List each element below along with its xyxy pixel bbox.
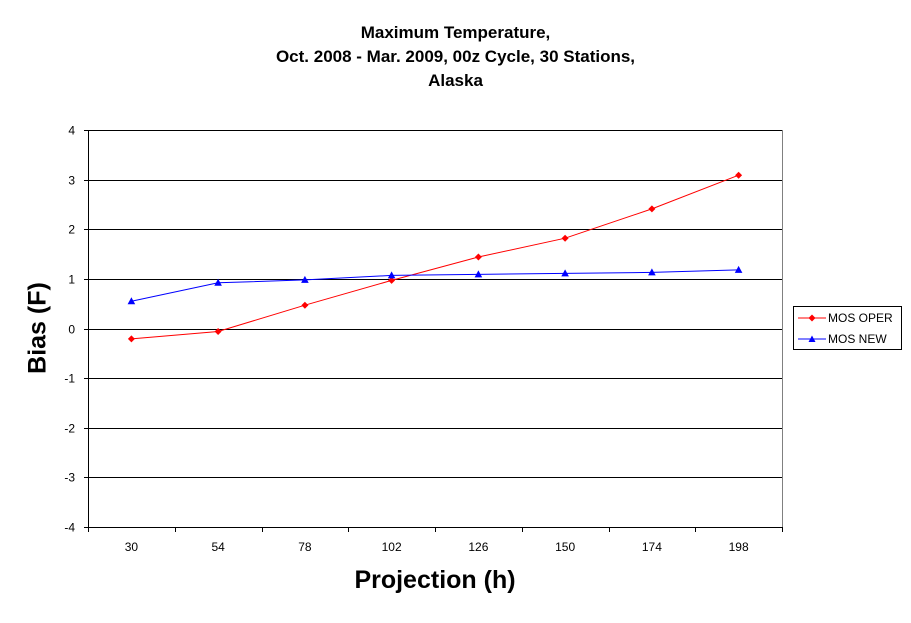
y-tick-label-4: 0 <box>68 323 75 337</box>
x-axis-label: Projection (h) <box>354 566 516 594</box>
y-tick-label-5: -1 <box>64 372 75 386</box>
chart-title-line-1: Maximum Temperature, <box>360 23 551 42</box>
y-tick-label-6: -2 <box>64 422 75 436</box>
chart-title-line-2: Oct. 2008 - Mar. 2009, 00z Cycle, 30 Sta… <box>275 47 636 66</box>
chart-title-line-3: Alaska <box>428 71 483 90</box>
x-tick-label-3: 102 <box>382 540 402 554</box>
y-tick-label-8: -4 <box>64 521 75 535</box>
data-point-mos-new-150 <box>561 269 569 277</box>
data-point-mos-oper-78 <box>301 301 309 309</box>
legend-label-mos-oper: MOS OPER <box>828 311 893 325</box>
legend-item-mos-oper: MOS OPER <box>794 308 901 328</box>
y-axis-label: Bias (F) <box>23 282 52 374</box>
y-tick-label-1: 3 <box>68 174 75 188</box>
data-point-mos-new-30 <box>127 297 136 305</box>
data-point-mos-new-174 <box>648 268 656 276</box>
x-tick-label-5: 150 <box>555 540 575 554</box>
data-point-mos-oper-198 <box>735 171 743 179</box>
series-line-mos-new <box>131 269 739 302</box>
data-point-mos-oper-126 <box>474 253 482 261</box>
y-tick-label-7: -3 <box>64 471 75 485</box>
data-point-mos-new-78 <box>301 275 309 283</box>
x-tick-label-4: 126 <box>468 540 488 554</box>
data-point-mos-oper-30 <box>127 335 135 343</box>
data-point-mos-new-126 <box>474 270 483 278</box>
x-tick-label-2: 78 <box>298 540 312 554</box>
y-tick-label-0: 4 <box>68 124 75 138</box>
x-tick-label-7: 198 <box>729 540 749 554</box>
legend-label-mos-new: MOS NEW <box>828 332 887 346</box>
legend-marker-mos-new <box>798 335 826 342</box>
x-tick-label-6: 174 <box>642 540 662 554</box>
legend-marker-mos-oper <box>798 314 826 322</box>
legend-item-mos-new: MOS NEW <box>794 329 901 349</box>
data-point-mos-new-102 <box>387 271 396 279</box>
y-tick-label-2: 2 <box>68 223 75 237</box>
legend: MOS OPER MOS NEW <box>793 306 902 350</box>
x-tick-label-1: 54 <box>211 540 225 554</box>
data-point-mos-oper-174 <box>648 205 656 213</box>
data-point-mos-new-54 <box>214 278 222 286</box>
x-tick-label-0: 30 <box>125 540 139 554</box>
series-line-mos-oper <box>131 174 739 340</box>
data-point-mos-oper-102 <box>388 276 396 284</box>
data-point-mos-oper-150 <box>561 234 569 242</box>
data-point-mos-oper-54 <box>214 328 222 335</box>
y-tick-label-3: 1 <box>68 273 75 287</box>
data-point-mos-new-198 <box>734 265 743 273</box>
